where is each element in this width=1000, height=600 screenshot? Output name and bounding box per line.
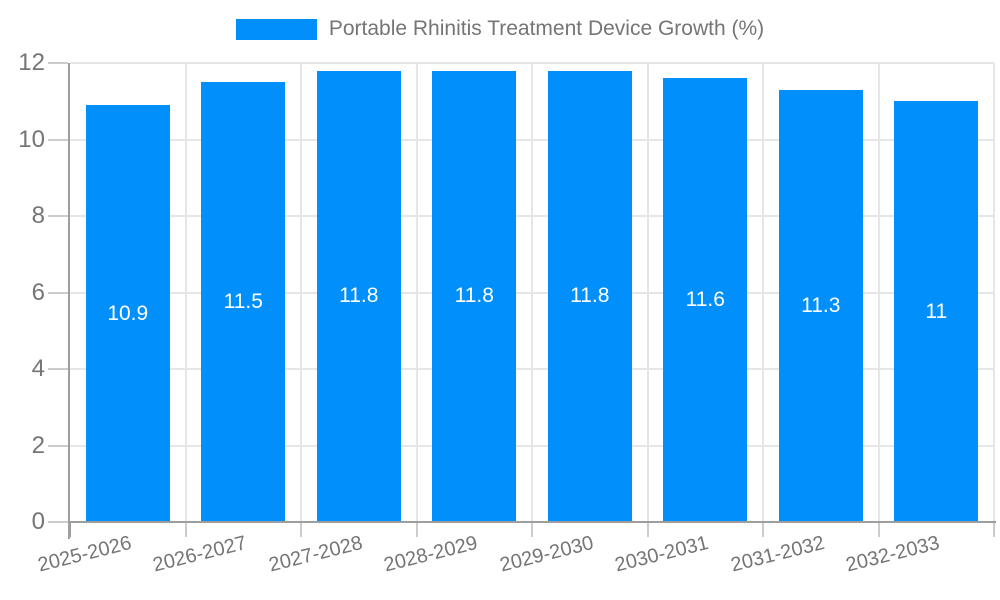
gridline-vertical bbox=[877, 63, 880, 522]
bar-value-label: 11.5 bbox=[223, 290, 263, 314]
bar-2026-2027[interactable] bbox=[201, 82, 286, 522]
y-axis-tick-label: 8 bbox=[31, 202, 45, 229]
x-axis-tick bbox=[69, 522, 71, 537]
gridline-vertical bbox=[993, 63, 995, 522]
y-axis-tick bbox=[48, 368, 68, 370]
x-axis-line bbox=[68, 521, 996, 523]
bar-value-label: 11.8 bbox=[570, 284, 610, 308]
y-axis-tick bbox=[48, 138, 68, 141]
gridline-vertical bbox=[300, 63, 302, 522]
legend-series-label[interactable]: Portable Rhinitis Treatment Device Growt… bbox=[328, 17, 765, 40]
gridline-vertical bbox=[762, 63, 764, 522]
gridline-vertical bbox=[415, 63, 418, 522]
bar-value-label: 11.6 bbox=[685, 288, 725, 312]
x-axis-tick bbox=[646, 522, 649, 537]
bar-value-label: 10.9 bbox=[107, 301, 149, 325]
gridline-vertical bbox=[531, 63, 533, 522]
bar-2030-2031[interactable] bbox=[663, 78, 748, 522]
y-axis-tick bbox=[48, 291, 68, 294]
x-axis-tick bbox=[762, 522, 764, 537]
bar-2028-2029[interactable] bbox=[432, 70, 517, 522]
legend[interactable]: Portable Rhinitis Treatment Device Growt… bbox=[0, 16, 1000, 42]
bar-value-label: 11 bbox=[925, 299, 948, 323]
y-axis-tick-label: 12 bbox=[18, 49, 45, 76]
bar-2031-2032[interactable] bbox=[778, 89, 863, 522]
x-axis-tick bbox=[531, 522, 533, 537]
y-axis-tick-label: 2 bbox=[31, 431, 45, 459]
y-axis-tick bbox=[48, 444, 68, 447]
bar-2032-2033[interactable] bbox=[894, 101, 979, 522]
gridline-vertical bbox=[646, 63, 649, 522]
bar-2025-2026[interactable] bbox=[85, 105, 170, 522]
y-axis-tick-label: 0 bbox=[31, 508, 45, 535]
x-axis-tick bbox=[993, 522, 995, 537]
x-axis-tick bbox=[300, 522, 302, 537]
bar-2027-2028[interactable] bbox=[316, 70, 401, 522]
y-axis-tick bbox=[48, 62, 68, 64]
bar-value-label: 11.3 bbox=[801, 293, 841, 317]
y-axis-line bbox=[68, 63, 70, 539]
x-axis-tick bbox=[877, 522, 880, 537]
legend-marker-swatch[interactable] bbox=[235, 18, 317, 40]
y-axis-tick bbox=[48, 521, 68, 523]
plot-area: 0 2 4 6 8 10 12 10.9 2025-2026 11.5 2026-2027 11.8 2… bbox=[18, 49, 996, 576]
x-axis-tick bbox=[415, 522, 418, 537]
y-axis-tick bbox=[48, 215, 68, 217]
y-axis-tick-label: 6 bbox=[31, 278, 45, 306]
x-axis-tick bbox=[184, 522, 187, 537]
gridline-vertical bbox=[184, 63, 187, 522]
y-axis-tick-label: 10 bbox=[18, 125, 45, 153]
y-axis-tick-label: 4 bbox=[31, 355, 45, 382]
bar-value-label: 11.8 bbox=[454, 284, 494, 308]
bar-2029-2030[interactable] bbox=[547, 70, 632, 522]
bar-value-label: 11.8 bbox=[339, 284, 379, 308]
